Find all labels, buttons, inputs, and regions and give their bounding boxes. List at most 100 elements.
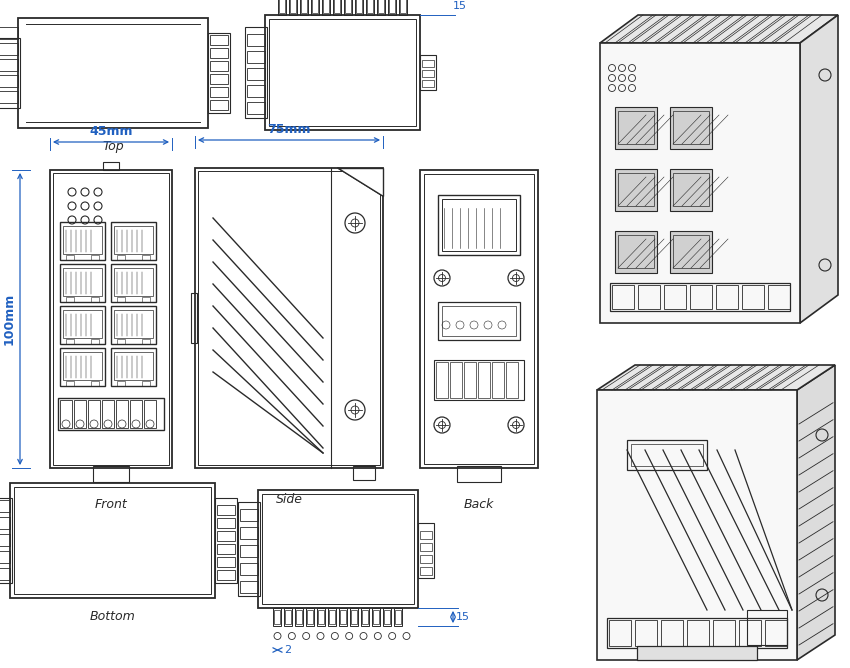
Bar	[378, 0, 384, 13]
Text: Bottom: Bottom	[89, 610, 135, 623]
Bar	[66, 339, 74, 344]
Bar	[210, 61, 228, 71]
Bar	[301, 0, 307, 13]
Bar	[240, 545, 258, 557]
Bar	[618, 173, 654, 206]
Bar	[60, 306, 105, 344]
Text: 45mm: 45mm	[89, 125, 133, 138]
Bar	[464, 362, 476, 398]
Bar	[394, 608, 403, 626]
Bar	[422, 80, 434, 87]
Bar	[0, 43, 18, 55]
Bar	[438, 195, 520, 255]
Bar	[114, 352, 153, 380]
Bar	[366, 0, 374, 15]
Bar	[275, 610, 280, 624]
Bar	[0, 59, 18, 71]
Text: Top: Top	[102, 140, 124, 153]
Bar	[60, 222, 105, 260]
Bar	[0, 568, 10, 580]
Bar	[63, 310, 102, 338]
Bar	[334, 0, 340, 13]
Bar	[300, 0, 308, 15]
Bar	[673, 173, 709, 206]
Polygon shape	[597, 365, 835, 390]
Bar	[114, 268, 153, 296]
Bar	[289, 0, 297, 15]
Bar	[307, 608, 314, 626]
Bar	[618, 235, 654, 268]
Text: 2: 2	[285, 645, 292, 655]
Bar	[422, 60, 434, 67]
Bar	[198, 171, 380, 465]
Bar	[191, 293, 197, 343]
Bar	[742, 285, 764, 309]
Bar	[195, 168, 383, 468]
Bar	[278, 0, 286, 15]
Bar	[353, 466, 375, 480]
Bar	[10, 483, 215, 598]
Bar	[356, 0, 362, 13]
Bar	[53, 173, 169, 465]
Bar	[344, 0, 352, 15]
Bar	[330, 610, 336, 624]
Bar	[420, 170, 538, 468]
Bar	[240, 509, 258, 521]
Bar	[420, 531, 432, 539]
Bar	[240, 527, 258, 539]
Bar	[434, 360, 524, 400]
Bar	[210, 74, 228, 84]
Bar	[210, 100, 228, 110]
Bar	[673, 111, 709, 144]
Bar	[142, 381, 150, 386]
Bar	[142, 339, 150, 344]
Bar	[420, 567, 432, 575]
Bar	[618, 111, 654, 144]
Bar	[91, 297, 99, 302]
Bar	[245, 27, 267, 118]
Polygon shape	[338, 168, 383, 196]
Bar	[383, 608, 392, 626]
Bar	[285, 608, 292, 626]
Bar	[14, 487, 211, 594]
Bar	[117, 339, 125, 344]
Bar	[111, 348, 156, 386]
Bar	[0, 91, 18, 103]
Bar	[0, 517, 10, 529]
Bar	[286, 610, 292, 624]
Bar	[328, 608, 337, 626]
Bar	[318, 608, 326, 626]
Bar	[615, 107, 657, 149]
Bar	[247, 68, 265, 80]
Bar	[615, 231, 657, 273]
Bar	[312, 0, 318, 13]
Bar	[768, 285, 790, 309]
Bar	[0, 498, 12, 583]
Bar	[661, 620, 683, 646]
Bar	[0, 500, 10, 512]
Bar	[111, 222, 156, 260]
Text: Back: Back	[464, 498, 494, 511]
Bar	[247, 85, 265, 97]
Bar	[322, 0, 330, 15]
Bar	[747, 610, 787, 645]
Bar	[66, 297, 74, 302]
Bar	[690, 285, 712, 309]
Bar	[637, 646, 757, 660]
Bar	[217, 531, 235, 541]
Bar	[438, 302, 520, 340]
Bar	[111, 306, 156, 344]
Bar	[240, 563, 258, 575]
Bar	[395, 610, 401, 624]
Bar	[247, 34, 265, 46]
Bar	[492, 362, 504, 398]
Bar	[373, 610, 379, 624]
Bar	[422, 70, 434, 77]
Bar	[91, 381, 99, 386]
Bar	[238, 502, 260, 596]
Bar	[117, 255, 125, 260]
Polygon shape	[797, 365, 835, 660]
Bar	[279, 0, 285, 13]
Bar	[290, 0, 296, 13]
Bar	[208, 33, 230, 113]
